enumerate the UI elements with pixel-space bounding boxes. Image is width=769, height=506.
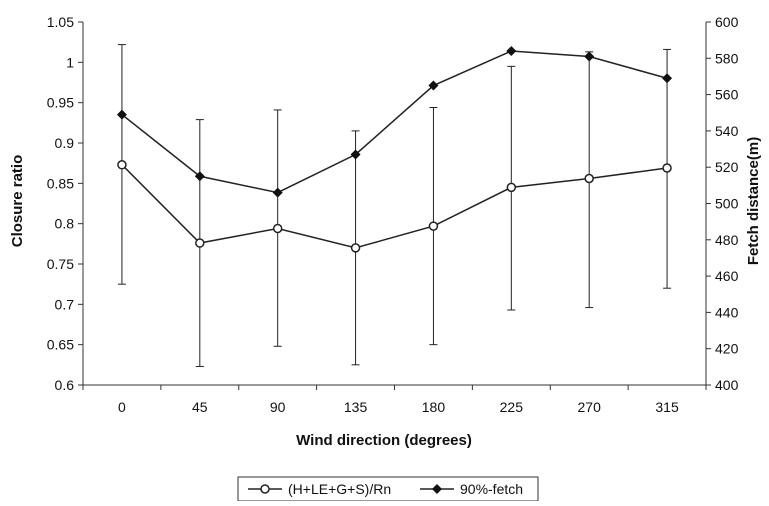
series-2-point <box>350 149 361 160</box>
y-right-tick-label: 460 <box>715 268 739 284</box>
x-tick-label: 135 <box>344 399 368 415</box>
y-left-tick-label: 1.05 <box>47 14 74 30</box>
y-axis-right-title: Fetch distance(m) <box>745 137 762 265</box>
series-2-point <box>272 187 283 198</box>
legend-label-series-1: (H+LE+G+S)/Rn <box>288 481 391 497</box>
series-1-point <box>117 160 127 170</box>
y-left-tick-label: 0.8 <box>55 216 75 232</box>
error-bars-layer <box>117 44 672 367</box>
x-tick-label: 45 <box>192 399 208 415</box>
y-right-tick-label: 500 <box>715 196 739 212</box>
x-tick-label: 180 <box>422 399 446 415</box>
series-1-point <box>584 173 594 184</box>
y-right-tick-label: 560 <box>715 87 739 103</box>
series-1-point <box>506 182 517 193</box>
y-left-tick-label: 1 <box>66 54 74 70</box>
legend-marker-series-1 <box>260 484 270 494</box>
y-left-tick-label: 0.85 <box>47 175 74 191</box>
series-1-point <box>195 238 205 248</box>
legend-label-series-2: 90%-fetch <box>460 481 523 497</box>
series-1-point <box>428 221 439 231</box>
series-2-point <box>116 109 127 120</box>
x-tick-label: 270 <box>578 399 602 415</box>
series-2-point <box>506 46 517 57</box>
y-left-tick-label: 0.7 <box>55 296 75 312</box>
y-right-tick-label: 480 <box>715 232 739 248</box>
series-1-point <box>350 243 361 253</box>
y-right-tick-label: 400 <box>715 377 739 393</box>
y-right-tick-label: 440 <box>715 304 739 320</box>
series-layer <box>116 46 673 253</box>
x-tick-label: 315 <box>655 399 679 415</box>
x-tick-label: 90 <box>270 399 286 415</box>
y-left-tick-label: 0.75 <box>47 256 74 272</box>
x-tick-label: 225 <box>500 399 524 415</box>
y-right-tick-label: 540 <box>715 123 739 139</box>
series-1-line <box>121 164 668 249</box>
y-right-tick-label: 600 <box>715 14 739 30</box>
series-2-point <box>584 51 595 62</box>
y-left-tick-label: 0.95 <box>47 95 74 111</box>
y-right-tick-label: 420 <box>715 341 739 357</box>
series-2-point <box>662 73 673 84</box>
legend: (H+LE+G+S)/Rn 90%-fetch <box>237 476 539 502</box>
y-left-tick-label: 0.6 <box>55 377 75 393</box>
series-2-line <box>121 50 668 194</box>
x-axis-title: Wind direction (degrees) <box>296 432 472 449</box>
axes-layer: 0.6 0.65 0.7 0.75 0.8 0.85 0.9 0.95 1 1.05 400 420 4… <box>47 14 739 415</box>
y-left-tick-label: 0.9 <box>55 135 75 151</box>
series-2-point <box>428 80 439 91</box>
y-left-tick-label: 0.65 <box>47 337 74 353</box>
x-tick-label: 0 <box>118 399 126 415</box>
series-1-point <box>272 223 283 234</box>
series-1-point <box>662 163 672 173</box>
legend-marker-series-2 <box>432 484 442 494</box>
series-2-point <box>194 171 205 182</box>
y-right-tick-label: 580 <box>715 50 739 66</box>
y-right-tick-label: 520 <box>715 159 739 175</box>
y-axis-left-title: Closure ratio <box>9 155 26 248</box>
